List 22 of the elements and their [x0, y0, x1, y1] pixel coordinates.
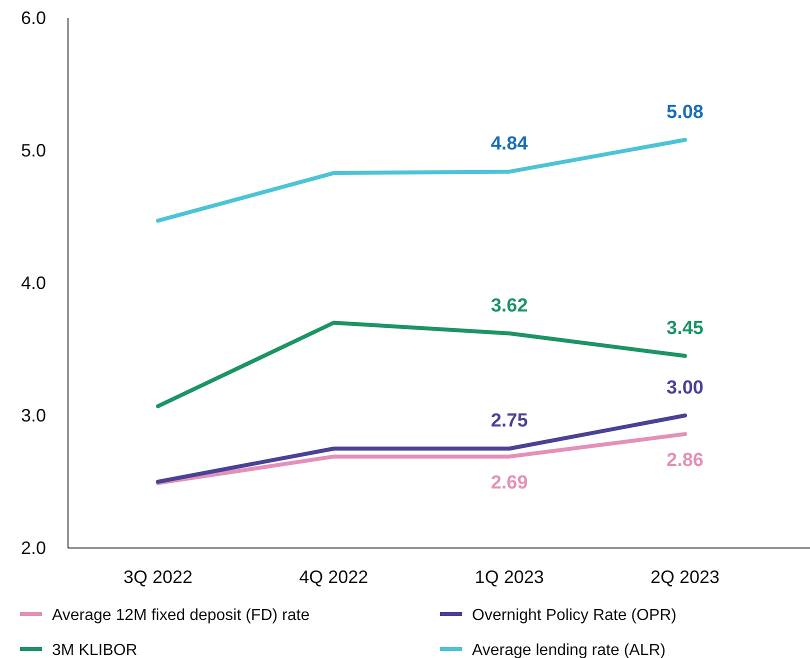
line-series — [156, 138, 687, 223]
data-label: 2.86 — [666, 450, 704, 472]
data-label: 5.08 — [666, 102, 704, 123]
data-label: 2.69 — [490, 472, 528, 494]
y-tick-label: 3.0 — [20, 405, 46, 426]
legend-label: Overnight Policy Rate (OPR) — [472, 607, 677, 624]
data-label: 3.45 — [666, 318, 704, 339]
data-label: 4.84 — [490, 134, 528, 155]
legend-label: 3M KLIBOR — [52, 642, 138, 658]
x-tick-label: 3Q 2022 — [123, 566, 193, 587]
y-tick-label: 6.0 — [20, 8, 46, 28]
x-tick-label: 2Q 2023 — [650, 566, 720, 587]
x-tick-label: 4Q 2022 — [299, 566, 368, 587]
data-label: 3.00 — [666, 378, 704, 398]
legend-label: Average lending rate (ALR) — [472, 642, 666, 658]
y-tick-label: 2.0 — [20, 538, 46, 558]
y-tick-label: 4.0 — [20, 272, 46, 293]
y-tick-label: 5.0 — [20, 140, 46, 160]
data-label: 2.75 — [490, 410, 528, 432]
legend-label: Average 12M fixed deposit (FD) rate — [52, 607, 310, 624]
x-tick-label: 1Q 2023 — [474, 566, 544, 587]
data-label: 3.62 — [490, 295, 528, 316]
